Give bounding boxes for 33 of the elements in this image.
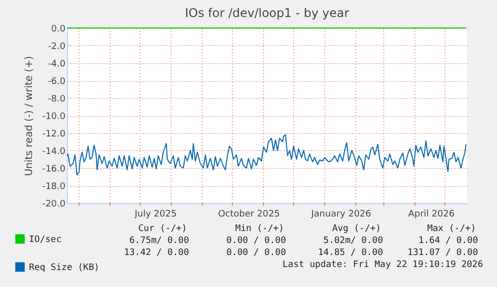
y-tick-label: -12.0 <box>42 130 66 140</box>
text: Last update: Fri May 22 19:10:19 2026 <box>282 260 483 270</box>
y-tick-label: -2.0 <box>48 42 66 52</box>
text: 6.75m/ 0.00 <box>129 236 189 246</box>
text: 131.07 / 0.00 <box>408 248 478 258</box>
y-tick-label: -4.0 <box>48 60 66 70</box>
text: Min (-/+) <box>235 224 284 234</box>
text: 1.64 / 0.00 <box>418 236 478 246</box>
y-tick-label: -8.0 <box>48 94 66 104</box>
text: 14.85 / 0.00 <box>318 248 383 258</box>
text: Avg (-/+) <box>332 224 381 234</box>
legend-label: IO/sec <box>29 235 62 245</box>
line-series <box>66 134 466 176</box>
y-tick-label: -16.0 <box>42 164 66 174</box>
y-tick-label: -14.0 <box>42 147 66 157</box>
y-tick-label: -10.0 <box>42 112 66 122</box>
x-tick-label: April 2026 <box>408 210 455 220</box>
y-tick-label: -18.0 <box>42 182 66 192</box>
text: Cur (-/+) <box>138 224 187 234</box>
text: 5.02m/ 0.00 <box>323 236 383 246</box>
chart-title: IOs for /dev/loop1 - by year <box>184 6 350 20</box>
y-tick-label: 0.0 <box>51 24 66 34</box>
y-axis-title: Units read (-) / write (+) <box>24 56 36 176</box>
y-tick-label: -6.0 <box>48 77 66 87</box>
x-tick-label: October 2025 <box>218 210 280 220</box>
text: 13.42 / 0.00 <box>124 248 189 258</box>
legend-label: Req Size (KB) <box>29 263 100 273</box>
text: 0.00 / 0.00 <box>226 248 286 258</box>
y-tick-label: -20.0 <box>42 200 66 210</box>
text: Max (-/+) <box>427 224 476 234</box>
x-tick-label: July 2025 <box>134 210 177 220</box>
x-tick-label: January 2026 <box>310 210 372 220</box>
text: 0.00 / 0.00 <box>226 236 286 246</box>
